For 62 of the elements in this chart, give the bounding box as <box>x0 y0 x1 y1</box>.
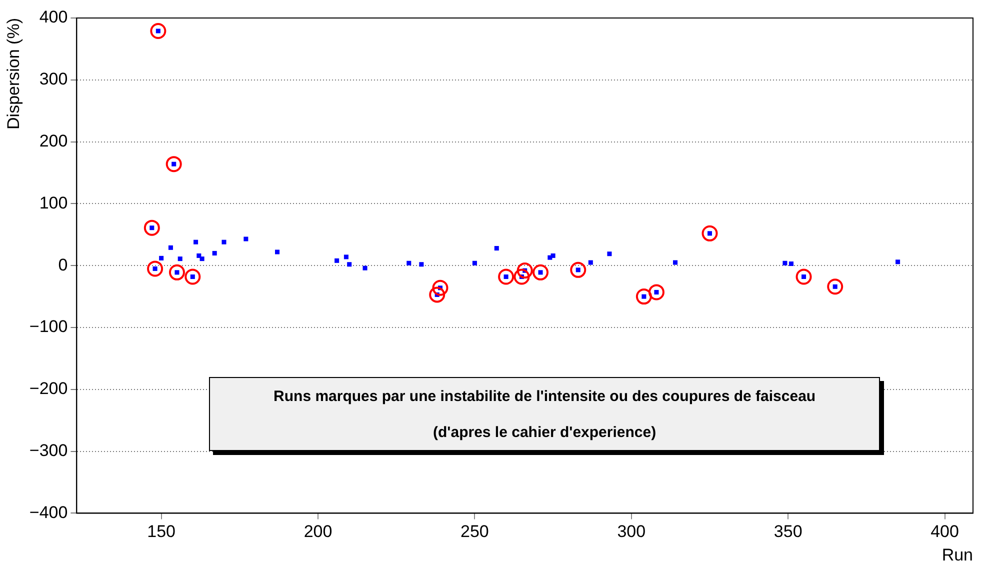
annotation: Runs marques par une instabilite de l'intensite ou des coupures de faisceau <box>274 388 816 405</box>
x-tick-label: 300 <box>617 522 646 542</box>
point <box>347 262 352 267</box>
point <box>896 260 900 264</box>
point <box>702 225 718 242</box>
y-tick-label: 0 <box>58 255 68 274</box>
point <box>419 262 424 267</box>
x-tick-label: 250 <box>460 522 489 542</box>
y-tick-label: −100 <box>29 317 68 336</box>
point <box>588 260 593 265</box>
point <box>796 268 812 285</box>
point <box>147 260 164 277</box>
y-tick-label: −400 <box>29 502 68 522</box>
point <box>200 256 204 262</box>
point <box>498 268 514 285</box>
y-tick-label: −200 <box>29 379 68 398</box>
point <box>570 262 586 278</box>
point <box>673 260 678 265</box>
point <box>550 253 556 258</box>
x-tick-label: 350 <box>774 522 802 542</box>
x-tick-label: 200 <box>304 522 332 542</box>
point <box>516 262 533 279</box>
point <box>212 250 217 256</box>
point <box>494 246 499 251</box>
y-tick-label: 100 <box>39 193 68 212</box>
point <box>429 286 446 303</box>
point <box>432 280 448 296</box>
point <box>648 284 664 300</box>
point <box>150 23 166 39</box>
point <box>194 240 198 244</box>
y-tick-label: 300 <box>39 70 68 89</box>
point <box>827 278 844 295</box>
point <box>514 268 530 285</box>
annotation: (d'apres le cahier d'experience) <box>433 424 656 441</box>
point <box>222 240 226 244</box>
point <box>362 266 368 270</box>
x-tick-label: 400 <box>930 522 959 542</box>
x-axis-title: Run <box>942 545 973 564</box>
point <box>178 256 182 262</box>
point <box>636 288 652 305</box>
point <box>782 260 788 266</box>
y-tick-label: 400 <box>39 8 68 27</box>
point <box>244 236 248 242</box>
point <box>607 252 612 256</box>
point <box>184 268 201 285</box>
point <box>344 254 348 260</box>
y-tick-label: 200 <box>39 131 68 150</box>
point <box>144 220 160 236</box>
point <box>334 258 340 263</box>
point <box>275 250 280 254</box>
point <box>159 256 164 260</box>
x-tick-label: 150 <box>147 522 176 542</box>
point <box>168 245 173 250</box>
point <box>196 253 202 258</box>
y-tick-label: −300 <box>29 440 68 460</box>
point <box>472 260 477 266</box>
y-axis-title: Dispersion (%) <box>4 18 23 130</box>
point <box>166 156 182 172</box>
point <box>532 264 549 280</box>
point <box>168 264 185 280</box>
point <box>788 261 794 266</box>
point <box>406 260 412 266</box>
